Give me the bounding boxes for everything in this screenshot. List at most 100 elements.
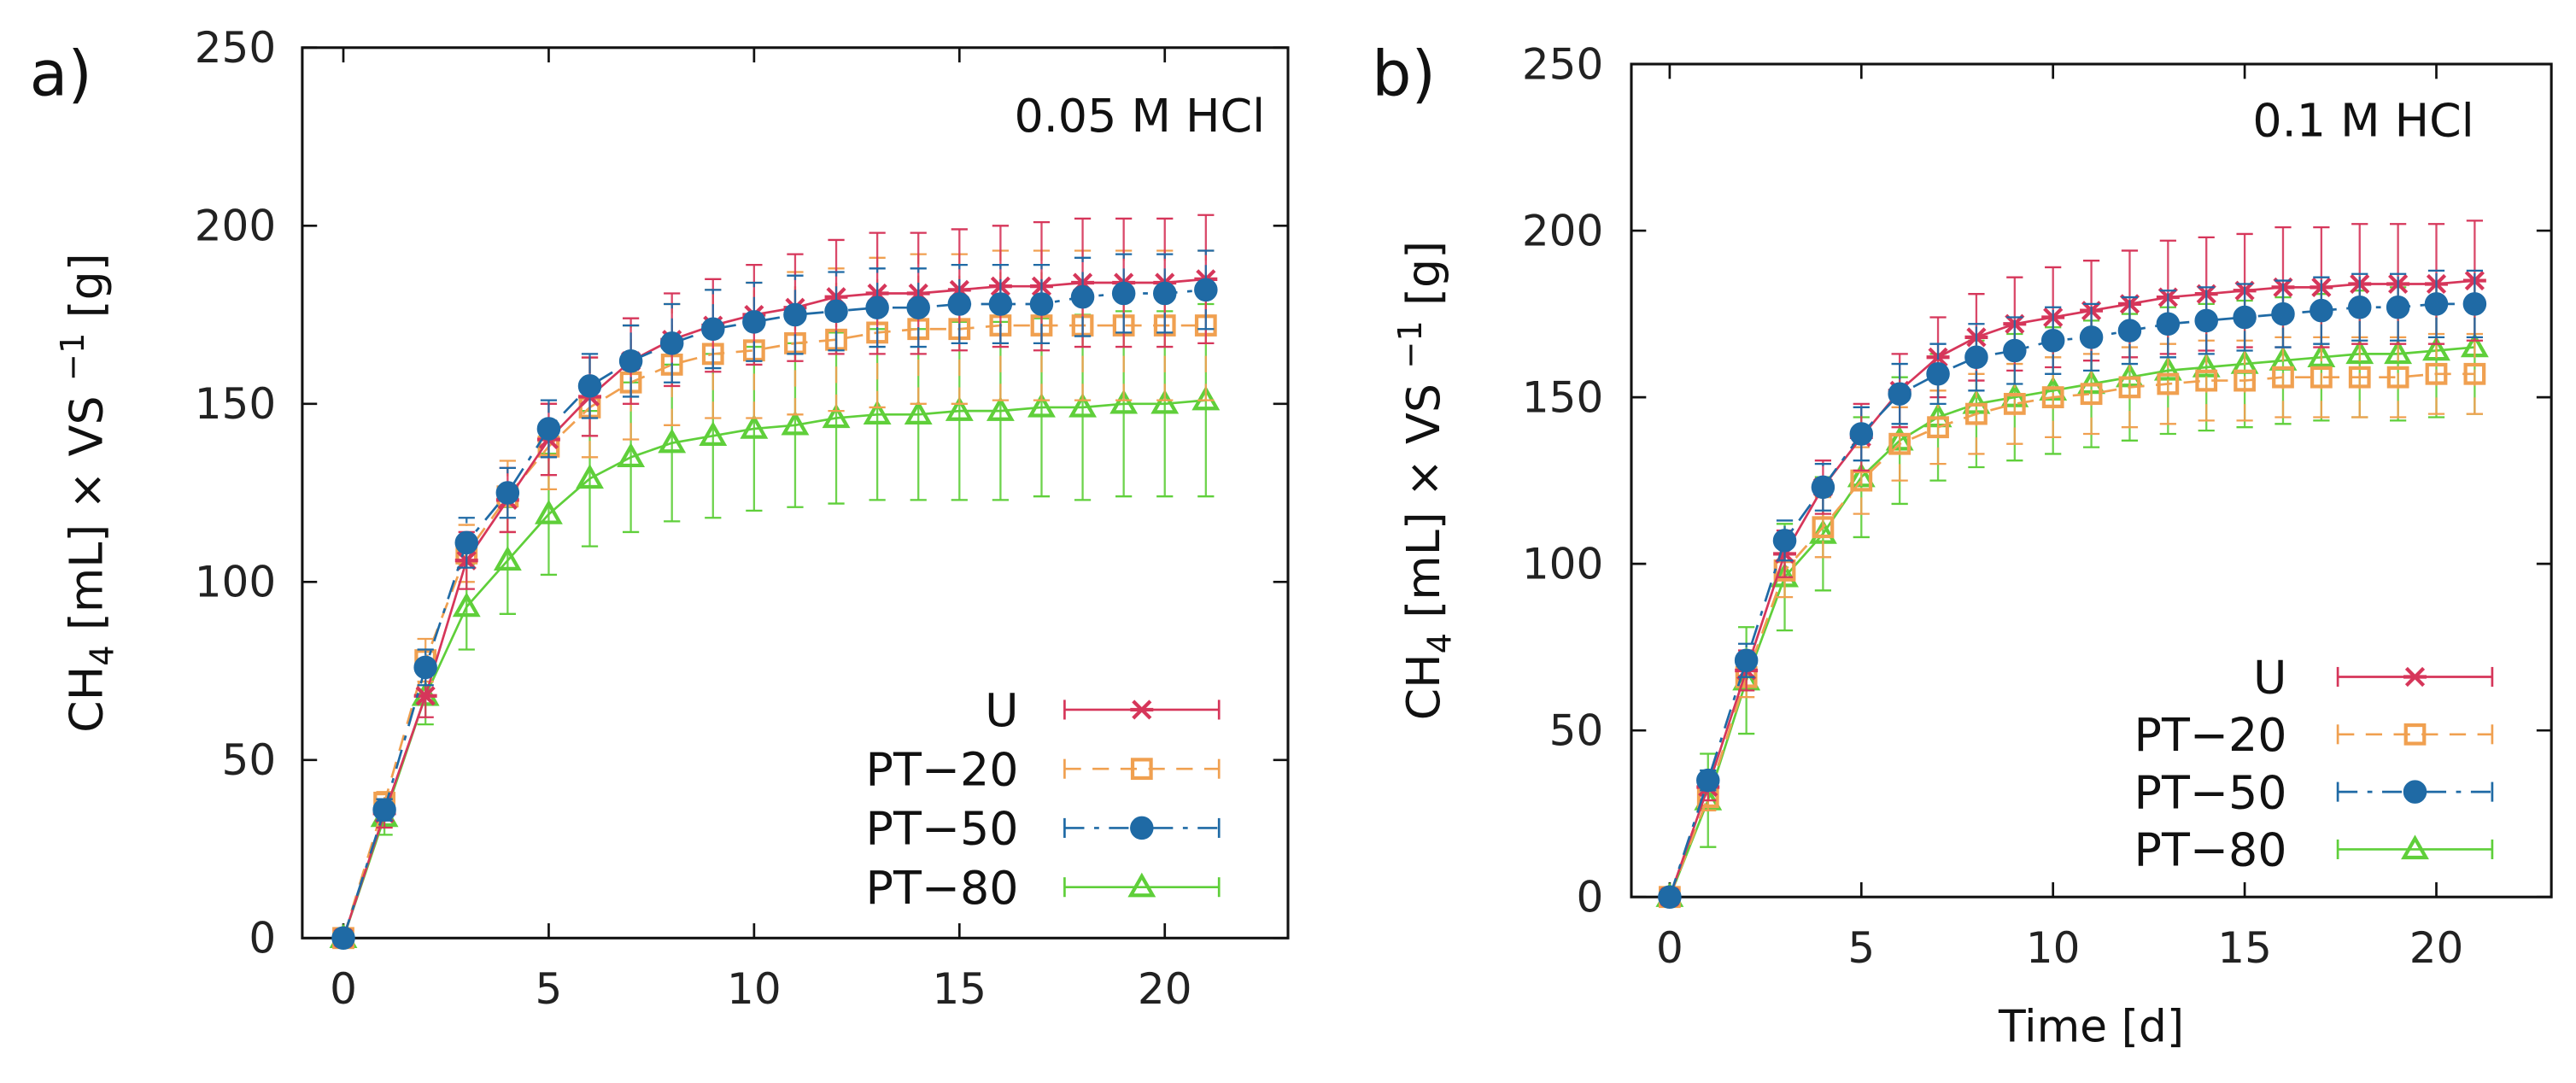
data-point	[1965, 402, 1988, 425]
legend-label: PT−20	[866, 742, 1019, 796]
y-tick-label: 0	[249, 914, 276, 963]
legend-label: PT−50	[866, 802, 1019, 856]
panel-letter: a)	[30, 38, 92, 111]
x-tick-label: 5	[1847, 923, 1875, 973]
y-tick-label: 200	[1522, 206, 1603, 255]
data-point	[781, 410, 810, 436]
y-tick-label: 100	[195, 558, 276, 607]
series-pt-20	[1658, 332, 2486, 909]
legend-marker	[2403, 666, 2427, 688]
x-tick-label: 20	[2409, 923, 2464, 973]
data-point	[2195, 369, 2218, 392]
data-point	[1811, 475, 1835, 500]
data-point	[1194, 278, 1218, 302]
plot-frame	[301, 46, 1290, 940]
data-point	[1812, 516, 1835, 539]
y-tick-label: 150	[195, 379, 276, 429]
data-point	[2425, 362, 2448, 385]
data-point	[2156, 312, 2181, 337]
y-label-sub: 4	[84, 645, 122, 665]
data-point	[2384, 339, 2413, 365]
data-point	[2003, 393, 2026, 415]
y-tick-label: 200	[195, 202, 276, 251]
data-point	[617, 442, 646, 468]
legend-label: PT−80	[2134, 823, 2286, 877]
legend-marker	[1130, 758, 1153, 781]
y-tick-label: 150	[1522, 372, 1603, 422]
legend-marker-d2	[2404, 666, 2426, 688]
data-point	[2003, 338, 2027, 363]
legend-marker	[2401, 834, 2429, 860]
y-label-middle: [mL] × VS	[59, 381, 113, 645]
data-point	[783, 302, 807, 327]
x-tick-label: 15	[932, 964, 986, 1014]
data-point	[699, 421, 728, 447]
data-point	[1029, 292, 1054, 316]
data-point	[536, 417, 561, 441]
series-line	[1668, 279, 2475, 898]
data-point-d2	[415, 686, 436, 706]
y-axis-label: CH4 [mL] × VS −1 [g]	[1391, 241, 1460, 721]
condition-annotation: 0.05 M HCl	[1014, 89, 1265, 143]
series-pt-50	[1658, 269, 2487, 909]
y-label-middle: [mL] × VS	[1396, 369, 1450, 633]
data-point	[2422, 336, 2450, 361]
data-point	[372, 798, 396, 822]
y-label-suffix: [g]	[1396, 241, 1450, 320]
data-point	[577, 374, 602, 398]
series-line	[342, 399, 1206, 939]
data-point	[2117, 319, 2142, 342]
legend-label: PT−50	[2134, 765, 2286, 819]
data-point	[906, 296, 930, 319]
series-pt-50	[331, 249, 1218, 951]
panel-a: a) 0 50 100 150 200 250 0 5 10 15 20 0.05 M HCl CH4 […	[30, 23, 1290, 1014]
x-tick-label: 15	[2217, 923, 2272, 973]
legend-marker-d2	[1132, 700, 1152, 720]
y-label-prefix: CH	[59, 666, 113, 733]
data-point	[2233, 305, 2257, 330]
x-tick-label: 0	[330, 964, 357, 1014]
data-point	[2234, 369, 2256, 392]
data-point	[2080, 383, 2103, 406]
data-point	[658, 428, 687, 454]
data-point	[2310, 366, 2333, 389]
panel-b: b) 0 50 100 150 200 250 0 5 10 15 20 0.1 M HCl CH4 [m…	[1372, 38, 2553, 1052]
data-point	[2345, 339, 2374, 365]
data-point	[493, 546, 522, 571]
data-point	[1152, 281, 1177, 306]
data-point	[865, 296, 889, 319]
data-point	[2463, 362, 2486, 385]
data-point	[2386, 296, 2410, 319]
plot-frame	[1630, 62, 2553, 899]
series-line	[1668, 302, 2475, 898]
data-point	[1964, 345, 1988, 370]
x-axis-label: Time [d]	[1998, 1001, 2184, 1052]
x-tick-label: 20	[1138, 964, 1192, 1014]
y-tick-label: 250	[1522, 39, 1603, 89]
data-point	[2386, 366, 2409, 389]
panel-letter: b)	[1372, 38, 1436, 111]
x-tick-label: 5	[536, 964, 563, 1014]
y-tick-label: 50	[1549, 705, 1604, 755]
data-point	[1658, 885, 1682, 909]
data-point	[495, 481, 520, 505]
data-point	[2194, 308, 2218, 333]
y-label-prefix: CH	[1396, 653, 1450, 720]
data-point	[2271, 301, 2295, 326]
legend-marker	[1130, 700, 1154, 720]
y-label-sup: −1	[1391, 320, 1430, 369]
data-point	[2307, 342, 2336, 367]
series-line	[342, 278, 1206, 939]
legend-marker	[1127, 872, 1156, 898]
data-point	[988, 292, 1013, 316]
data-point	[2462, 292, 2487, 316]
x-tick-label: 10	[2026, 923, 2081, 973]
data-point	[1109, 389, 1139, 414]
data-point	[1696, 768, 1720, 793]
data-point	[2079, 325, 2104, 349]
data-point	[452, 592, 481, 618]
y-axis-label: CH4 [mL] × VS −1 [g]	[54, 253, 122, 733]
series-line	[342, 324, 1206, 939]
data-point	[2040, 329, 2065, 353]
